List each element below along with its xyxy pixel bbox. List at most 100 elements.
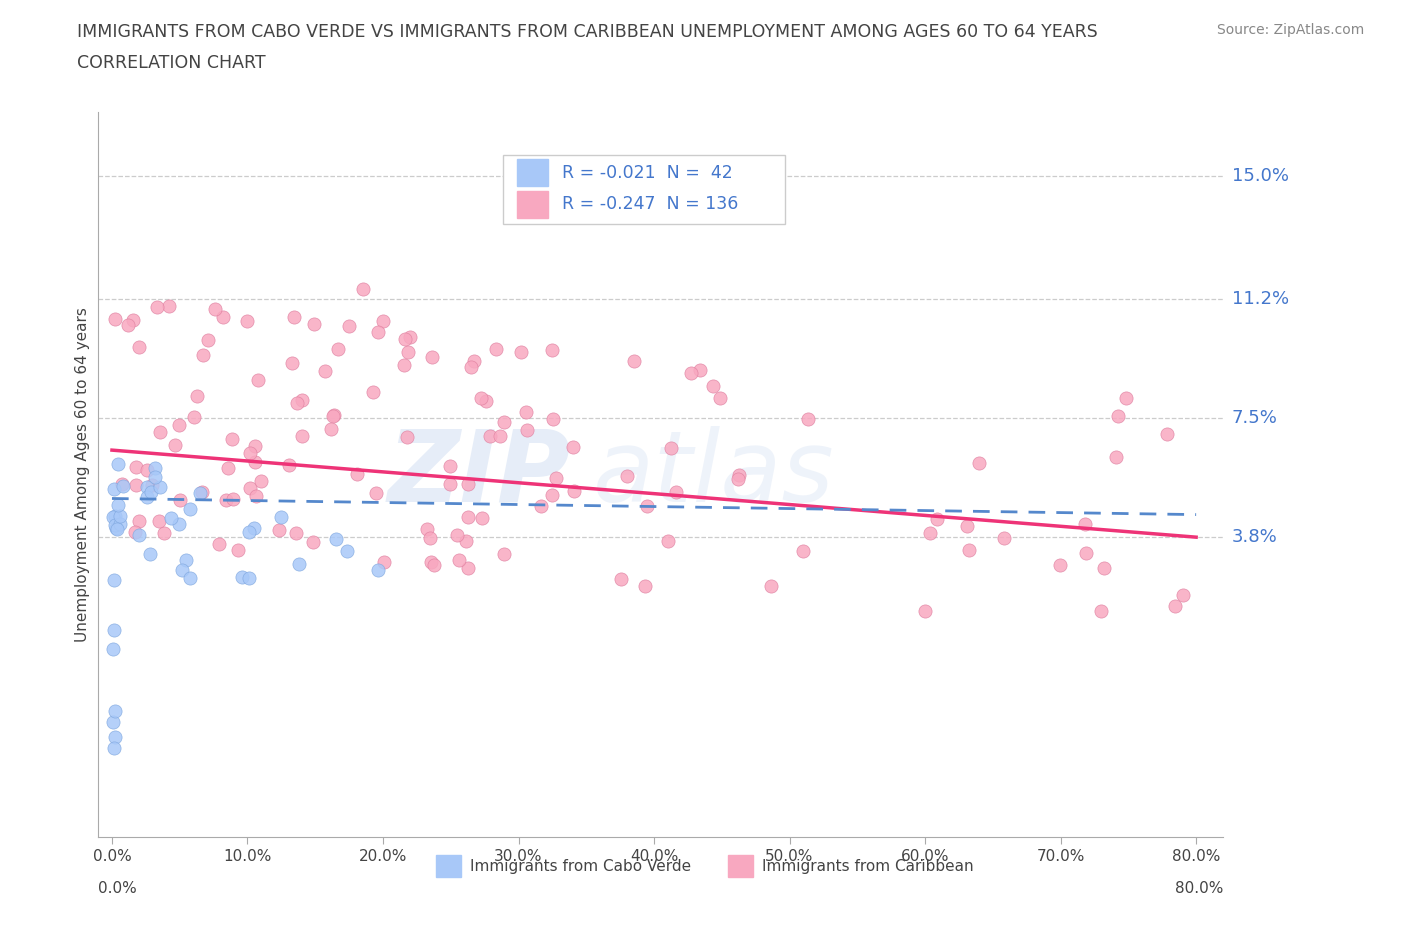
Point xyxy=(727,472,749,486)
Point xyxy=(314,364,336,379)
Point xyxy=(544,471,567,485)
Text: 3.8%: 3.8% xyxy=(1232,528,1277,546)
Point xyxy=(190,486,212,501)
Point xyxy=(291,429,314,444)
Point xyxy=(221,432,243,446)
Point xyxy=(394,331,416,346)
Point xyxy=(247,373,270,388)
Point xyxy=(204,302,226,317)
Point xyxy=(323,408,346,423)
Point xyxy=(250,473,273,488)
Point xyxy=(363,384,385,399)
Point xyxy=(792,544,814,559)
Y-axis label: Unemployment Among Ages 60 to 64 years: Unemployment Among Ages 60 to 64 years xyxy=(75,307,90,642)
Point xyxy=(346,466,368,481)
Point xyxy=(1049,558,1071,573)
Point xyxy=(214,493,236,508)
Point xyxy=(211,310,233,325)
Point xyxy=(226,542,249,557)
Text: Immigrants from Caribbean: Immigrants from Caribbean xyxy=(762,858,974,873)
Point xyxy=(108,509,131,524)
Point xyxy=(243,438,266,453)
Point xyxy=(657,534,679,549)
Point xyxy=(485,342,508,357)
Point xyxy=(516,422,538,437)
Point xyxy=(245,488,267,503)
Point xyxy=(543,412,565,427)
Point xyxy=(1074,546,1097,561)
Point xyxy=(146,299,169,314)
Point xyxy=(217,460,239,475)
Point xyxy=(396,344,419,359)
Point xyxy=(103,481,125,496)
Point xyxy=(283,310,305,325)
Point xyxy=(449,552,471,567)
FancyBboxPatch shape xyxy=(503,155,785,224)
Point xyxy=(395,430,418,445)
Text: 15.0%: 15.0% xyxy=(1232,167,1288,185)
Point xyxy=(460,360,482,375)
Point xyxy=(128,340,150,355)
Point xyxy=(128,513,150,528)
Point xyxy=(457,561,479,576)
Point xyxy=(105,521,128,536)
Point xyxy=(281,355,304,370)
Point xyxy=(325,532,347,547)
Text: Source: ZipAtlas.com: Source: ZipAtlas.com xyxy=(1216,23,1364,37)
Point xyxy=(419,554,441,569)
Point xyxy=(101,714,124,729)
Point xyxy=(103,741,125,756)
Point xyxy=(321,421,343,436)
Point xyxy=(169,418,191,432)
Point xyxy=(610,571,633,586)
Point xyxy=(702,379,724,393)
Point xyxy=(143,460,166,475)
Point xyxy=(149,479,172,494)
Point xyxy=(108,517,131,532)
Point xyxy=(152,526,174,541)
Point xyxy=(139,546,162,561)
Text: IMMIGRANTS FROM CABO VERDE VS IMMIGRANTS FROM CARIBBEAN UNEMPLOYMENT AMONG AGES : IMMIGRANTS FROM CABO VERDE VS IMMIGRANTS… xyxy=(77,23,1098,41)
Point xyxy=(636,498,658,513)
Point xyxy=(336,543,359,558)
Point xyxy=(337,319,360,334)
Point xyxy=(367,325,389,339)
Point xyxy=(925,512,948,526)
Text: 7.5%: 7.5% xyxy=(1232,409,1278,427)
Text: ZIP: ZIP xyxy=(388,426,571,523)
Point xyxy=(104,517,127,532)
Point xyxy=(136,480,159,495)
Point xyxy=(446,527,468,542)
Point xyxy=(278,458,301,473)
Point xyxy=(124,525,146,539)
Point xyxy=(957,542,980,557)
Point xyxy=(291,392,314,407)
Point xyxy=(540,342,562,357)
Point xyxy=(515,405,537,419)
Point xyxy=(104,509,127,524)
Point xyxy=(439,477,461,492)
Point xyxy=(208,537,231,551)
Point xyxy=(143,470,166,485)
Bar xyxy=(436,856,461,877)
Text: Immigrants from Cabo Verde: Immigrants from Cabo Verde xyxy=(470,858,690,873)
Text: 11.2%: 11.2% xyxy=(1232,289,1289,308)
Point xyxy=(238,570,260,585)
Point xyxy=(471,511,494,525)
Point xyxy=(288,556,311,571)
Point xyxy=(371,313,394,328)
Point xyxy=(492,547,515,562)
Point xyxy=(104,730,127,745)
Point xyxy=(364,485,387,500)
Point xyxy=(530,498,553,513)
Point xyxy=(623,353,645,368)
Point xyxy=(104,703,127,718)
Point xyxy=(679,365,702,380)
Point xyxy=(509,345,531,360)
Point xyxy=(104,521,127,536)
Point xyxy=(727,467,749,482)
Point xyxy=(270,510,292,525)
Text: atlas: atlas xyxy=(593,426,835,523)
Point xyxy=(1090,604,1112,618)
Point xyxy=(564,484,586,498)
